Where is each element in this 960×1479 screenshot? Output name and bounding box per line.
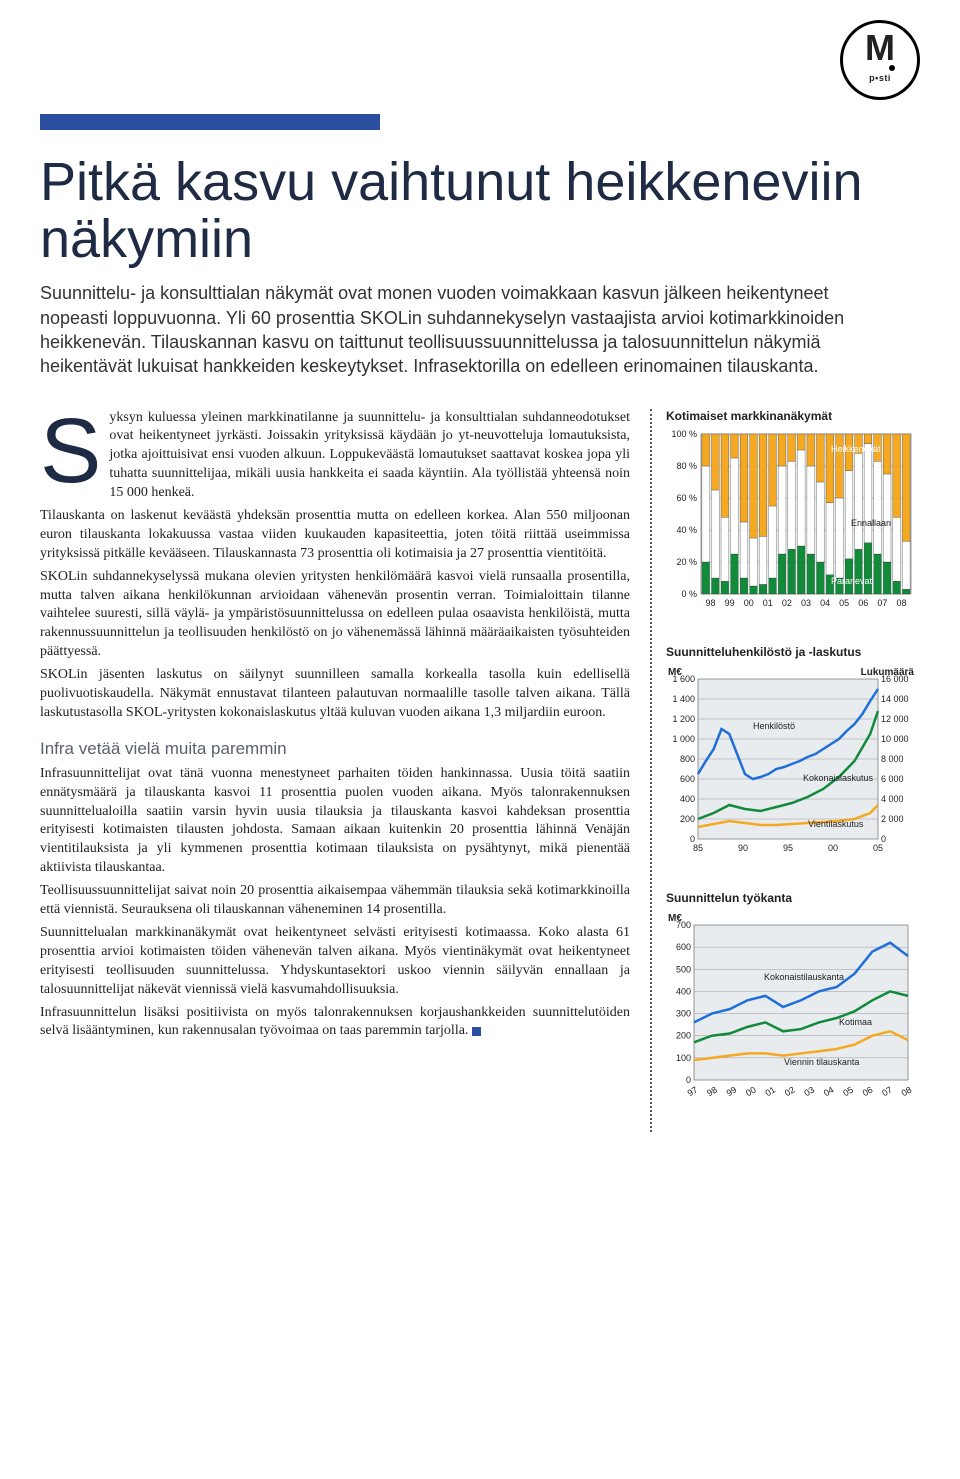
svg-text:00: 00 bbox=[744, 1084, 758, 1098]
chart-staff-billing: Suunnitteluhenkilöstö ja -laskutus M€Luk… bbox=[666, 645, 920, 865]
article-body: Syksyn kuluessa yleinen markkinatilanne … bbox=[40, 409, 630, 1132]
svg-text:95: 95 bbox=[783, 843, 793, 853]
svg-text:500: 500 bbox=[676, 964, 691, 974]
brand-logo: M p•sti bbox=[840, 20, 920, 100]
sidebar-charts: Kotimaiset markkinanäkymät 0 % 20 % 40 % 60… bbox=[650, 409, 920, 1132]
svg-text:4 000: 4 000 bbox=[881, 794, 904, 804]
svg-text:300: 300 bbox=[676, 1008, 691, 1018]
svg-text:Kokonaislaskutus: Kokonaislaskutus bbox=[803, 773, 874, 783]
svg-text:97: 97 bbox=[686, 1084, 700, 1098]
paragraph-3: SKOLin suhdannekyselyssä mukana olevien … bbox=[40, 568, 630, 662]
chart1-svg: 0 % 20 % 40 % 60 % 80 % 100 % 98 99 00 01 02 03 04 05… bbox=[666, 429, 916, 619]
svg-text:Henkilöstö: Henkilöstö bbox=[753, 721, 795, 731]
svg-text:85: 85 bbox=[693, 843, 703, 853]
svg-text:Kokonaistilauskanta: Kokonaistilauskanta bbox=[764, 972, 844, 982]
paragraph-2: Tilauskanta on laskenut keväästä yhdeksä… bbox=[40, 507, 630, 564]
svg-text:40 %: 40 % bbox=[676, 525, 697, 535]
svg-text:800: 800 bbox=[680, 754, 695, 764]
brand-logo-area: M p•sti bbox=[40, 20, 920, 100]
svg-text:05: 05 bbox=[873, 843, 883, 853]
svg-text:Ennallaan: Ennallaan bbox=[851, 518, 891, 528]
svg-text:2 000: 2 000 bbox=[881, 814, 904, 824]
svg-text:98: 98 bbox=[705, 1084, 719, 1098]
svg-text:200: 200 bbox=[680, 814, 695, 824]
svg-text:700: 700 bbox=[676, 920, 691, 930]
svg-text:05: 05 bbox=[839, 598, 849, 608]
svg-text:16 000: 16 000 bbox=[881, 674, 909, 684]
logo-letter: M bbox=[843, 23, 917, 73]
logo-subtext: p•sti bbox=[843, 73, 917, 83]
svg-text:Heikkenevät: Heikkenevät bbox=[831, 444, 881, 454]
svg-text:Viennin tilauskanta: Viennin tilauskanta bbox=[784, 1057, 859, 1067]
chart3-svg: M€01002003004005006007009798990001020304… bbox=[666, 911, 916, 1106]
svg-text:1 000: 1 000 bbox=[672, 734, 695, 744]
svg-text:1 400: 1 400 bbox=[672, 694, 695, 704]
chart1-title: Kotimaiset markkinanäkymät bbox=[666, 409, 920, 423]
svg-text:400: 400 bbox=[680, 794, 695, 804]
svg-text:99: 99 bbox=[725, 598, 735, 608]
paragraph-6: Teollisuussuunnittelijat saivat noin 20 … bbox=[40, 882, 630, 920]
svg-text:05: 05 bbox=[841, 1084, 855, 1098]
svg-text:Paranevat: Paranevat bbox=[831, 576, 873, 586]
svg-text:100: 100 bbox=[676, 1052, 691, 1062]
svg-text:Kotimaa: Kotimaa bbox=[839, 1017, 872, 1027]
svg-text:00: 00 bbox=[828, 843, 838, 853]
svg-text:03: 03 bbox=[801, 598, 811, 608]
svg-text:07: 07 bbox=[877, 598, 887, 608]
chart-market-outlook: Kotimaiset markkinanäkymät 0 % 20 % 40 % 60… bbox=[666, 409, 920, 619]
svg-text:04: 04 bbox=[820, 598, 830, 608]
svg-text:100 %: 100 % bbox=[671, 429, 697, 439]
paragraph-8: Infrasuunnittelun lisäksi positiivista o… bbox=[40, 1004, 630, 1042]
end-marker-icon bbox=[472, 1027, 481, 1036]
svg-text:06: 06 bbox=[861, 1084, 875, 1098]
svg-text:14 000: 14 000 bbox=[881, 694, 909, 704]
svg-text:02: 02 bbox=[782, 598, 792, 608]
decorative-bar bbox=[40, 114, 380, 130]
svg-text:07: 07 bbox=[880, 1084, 894, 1098]
svg-text:80 %: 80 % bbox=[676, 461, 697, 471]
lead-paragraph: Suunnittelu- ja konsulttialan näkymät ov… bbox=[40, 281, 860, 378]
svg-text:200: 200 bbox=[676, 1030, 691, 1040]
svg-text:06: 06 bbox=[858, 598, 868, 608]
paragraph-4: SKOLin jäsenten laskutus on säilynyt suu… bbox=[40, 666, 630, 723]
svg-text:03: 03 bbox=[802, 1084, 816, 1098]
svg-text:12 000: 12 000 bbox=[881, 714, 909, 724]
chart3-title: Suunnittelun työkanta bbox=[666, 891, 920, 905]
svg-text:1 600: 1 600 bbox=[672, 674, 695, 684]
paragraph-7: Suunnittelualan markkinanäkymät ovat hei… bbox=[40, 924, 630, 1000]
svg-text:01: 01 bbox=[763, 1084, 777, 1098]
logo-dot-icon bbox=[889, 65, 895, 71]
page-title: Pitkä kasvu vaihtunut heikkeneviin näkym… bbox=[40, 154, 920, 267]
svg-text:8 000: 8 000 bbox=[881, 754, 904, 764]
svg-text:1 200: 1 200 bbox=[672, 714, 695, 724]
svg-text:10 000: 10 000 bbox=[881, 734, 909, 744]
paragraph-1: Syksyn kuluessa yleinen markkinatilanne … bbox=[40, 409, 630, 503]
svg-text:Vientilaskutus: Vientilaskutus bbox=[808, 819, 864, 829]
svg-text:600: 600 bbox=[676, 942, 691, 952]
subheading-infra: Infra vetää vielä muita paremmin bbox=[40, 739, 630, 759]
svg-text:0 %: 0 % bbox=[681, 589, 697, 599]
svg-text:90: 90 bbox=[738, 843, 748, 853]
svg-text:400: 400 bbox=[676, 986, 691, 996]
svg-text:08: 08 bbox=[896, 598, 906, 608]
svg-text:0: 0 bbox=[686, 1075, 691, 1085]
chart2-title: Suunnitteluhenkilöstö ja -laskutus bbox=[666, 645, 920, 659]
svg-text:98: 98 bbox=[706, 598, 716, 608]
svg-text:04: 04 bbox=[822, 1084, 836, 1098]
svg-text:60 %: 60 % bbox=[676, 493, 697, 503]
paragraph-5: Infrasuunnittelijat ovat tänä vuonna men… bbox=[40, 765, 630, 878]
svg-text:99: 99 bbox=[725, 1084, 739, 1098]
svg-text:6 000: 6 000 bbox=[881, 774, 904, 784]
svg-text:01: 01 bbox=[763, 598, 773, 608]
svg-text:08: 08 bbox=[900, 1084, 914, 1098]
svg-text:600: 600 bbox=[680, 774, 695, 784]
svg-text:02: 02 bbox=[783, 1084, 797, 1098]
chart2-svg: M€Lukumäärä002002 0004004 0006006 000800… bbox=[666, 665, 916, 865]
svg-text:00: 00 bbox=[744, 598, 754, 608]
chart-workload: Suunnittelun työkanta M€0100200300400500… bbox=[666, 891, 920, 1106]
svg-text:20 %: 20 % bbox=[676, 557, 697, 567]
